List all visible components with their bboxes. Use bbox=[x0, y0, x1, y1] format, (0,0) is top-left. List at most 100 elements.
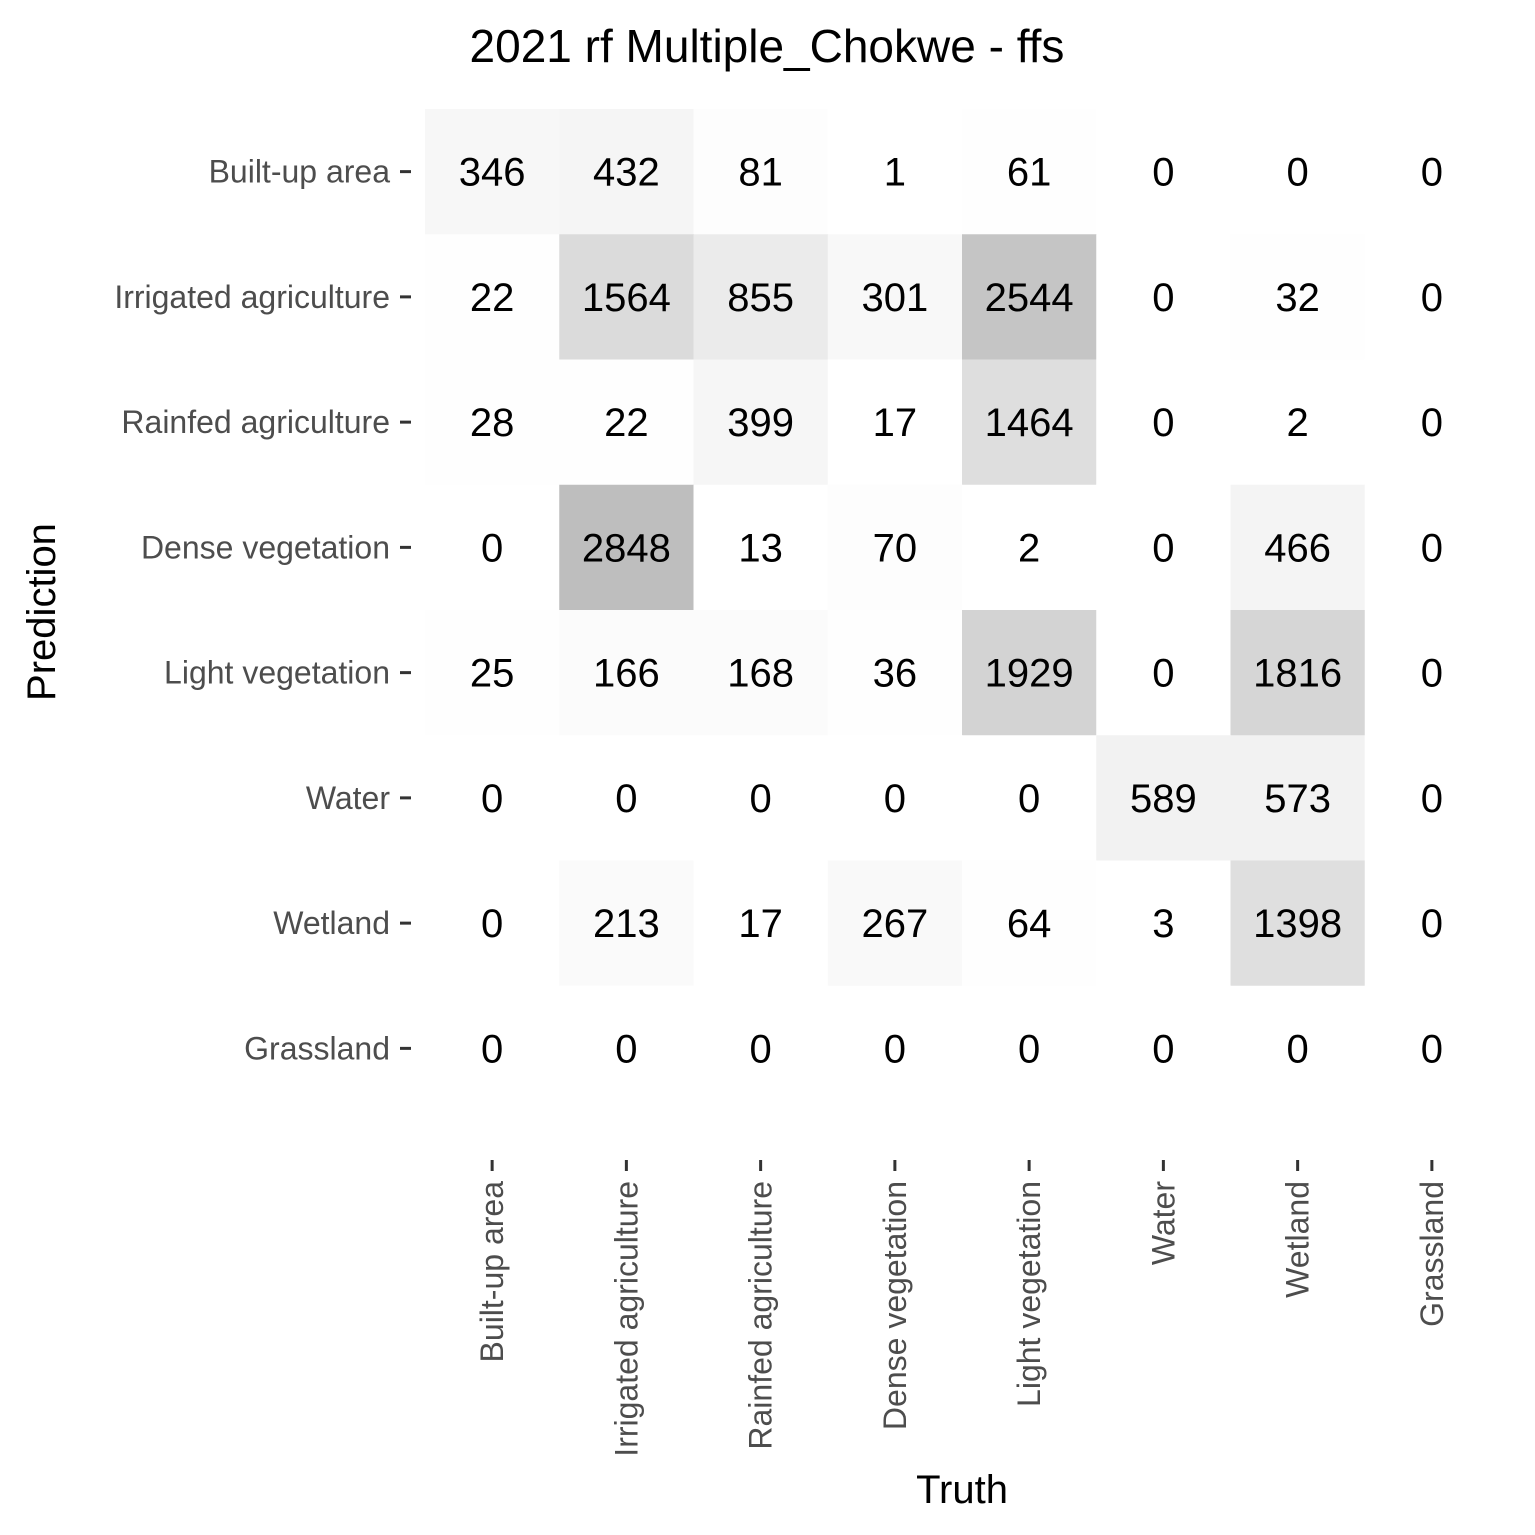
cell-value-label: 0 bbox=[481, 902, 503, 946]
cell-value-label: 0 bbox=[884, 1027, 906, 1071]
heatmap-cell bbox=[693, 985, 829, 1112]
heatmap-cell bbox=[1230, 234, 1366, 360]
cell-value-label: 573 bbox=[1264, 777, 1331, 821]
heatmap-cell bbox=[559, 359, 694, 486]
cell-value-label: 61 bbox=[1007, 151, 1052, 195]
heatmap-cell bbox=[1230, 735, 1366, 861]
heatmap-cell bbox=[425, 109, 560, 235]
cell-value-label: 213 bbox=[593, 902, 660, 946]
cell-value-label: 166 bbox=[593, 652, 660, 696]
heatmap-cell bbox=[1364, 484, 1500, 611]
cell-value-label: 0 bbox=[1018, 1027, 1040, 1071]
heatmap-cell bbox=[827, 359, 963, 486]
heatmap-cell bbox=[1230, 109, 1366, 235]
cell-value-label: 64 bbox=[1007, 902, 1052, 946]
chart-title: 2021 rf Multiple_Chokwe - ffs bbox=[470, 20, 1065, 72]
cell-value-label: 0 bbox=[1421, 151, 1443, 195]
heatmap-cell bbox=[1096, 985, 1231, 1112]
cell-value-label: 301 bbox=[862, 276, 929, 320]
cell-value-label: 36 bbox=[873, 652, 918, 696]
cell-value-label: 0 bbox=[1421, 276, 1443, 320]
x-axis-title: Truth bbox=[916, 1468, 1008, 1512]
heatmap-cell bbox=[425, 359, 560, 486]
heatmap-cell bbox=[827, 234, 963, 360]
cell-value-label: 0 bbox=[1018, 777, 1040, 821]
cell-value-label: 0 bbox=[750, 777, 772, 821]
heatmap-cell bbox=[693, 735, 829, 861]
heatmap-cell bbox=[827, 109, 963, 235]
heatmap-cell bbox=[425, 985, 560, 1112]
heatmap-cell bbox=[693, 234, 829, 360]
heatmap-cell bbox=[1096, 109, 1231, 235]
cell-value-label: 0 bbox=[1421, 902, 1443, 946]
cell-value-label: 22 bbox=[604, 401, 649, 445]
cell-value-label: 0 bbox=[1152, 151, 1174, 195]
cell-value-label: 0 bbox=[1421, 777, 1443, 821]
y-tick-label-light-vegetation: Light vegetation bbox=[164, 655, 390, 691]
x-tick-label-wetland: Wetland bbox=[1280, 1181, 1316, 1298]
heatmap-cell bbox=[827, 610, 963, 736]
cell-value-label: 0 bbox=[481, 526, 503, 570]
cell-value-label: 81 bbox=[738, 151, 783, 195]
heatmap-cell bbox=[1364, 234, 1500, 360]
heatmap-cell bbox=[1364, 860, 1500, 987]
heatmap-cell bbox=[962, 735, 1097, 861]
cell-value-label: 0 bbox=[481, 777, 503, 821]
cell-value-label: 1 bbox=[884, 151, 906, 195]
x-tick-label-dense-vegetation: Dense vegetation bbox=[877, 1181, 913, 1430]
heatmap-cell bbox=[962, 234, 1097, 360]
heatmap-cell bbox=[425, 484, 560, 611]
cell-value-label: 0 bbox=[1152, 652, 1174, 696]
cell-value-label: 13 bbox=[738, 526, 783, 570]
cell-value-label: 70 bbox=[873, 526, 918, 570]
y-tick-label-wetland: Wetland bbox=[273, 905, 390, 941]
heatmap-cell bbox=[827, 985, 963, 1112]
heatmap-cell bbox=[1364, 109, 1500, 235]
cell-value-label: 432 bbox=[593, 151, 660, 195]
cell-value-label: 22 bbox=[470, 276, 515, 320]
cell-value-label: 25 bbox=[470, 652, 515, 696]
heatmap-cell bbox=[962, 109, 1097, 235]
y-tick-label-rainfed-agriculture: Rainfed agriculture bbox=[121, 404, 390, 440]
heatmap-cell bbox=[693, 484, 829, 611]
heatmap-cell bbox=[693, 109, 829, 235]
heatmap-cell bbox=[1230, 985, 1366, 1112]
heatmap-cell bbox=[1096, 735, 1231, 861]
heatmap-cell bbox=[1096, 860, 1231, 987]
x-tick-label-light-vegetation: Light vegetation bbox=[1011, 1181, 1047, 1407]
cell-value-label: 0 bbox=[615, 1027, 637, 1071]
heatmap-cell bbox=[827, 860, 963, 987]
heatmap-cell bbox=[693, 359, 829, 486]
heatmap-cell bbox=[1230, 610, 1366, 736]
cell-value-label: 28 bbox=[470, 401, 515, 445]
heatmap-cell bbox=[962, 359, 1097, 486]
cell-value-label: 1398 bbox=[1253, 902, 1342, 946]
cell-value-label: 1929 bbox=[985, 652, 1074, 696]
heatmap-cell bbox=[559, 860, 694, 987]
y-tick-label-grassland: Grassland bbox=[244, 1030, 390, 1066]
y-tick-label-irrigated-agriculture: Irrigated agriculture bbox=[114, 279, 390, 315]
x-tick-label-irrigated-agriculture: Irrigated agriculture bbox=[608, 1181, 644, 1457]
cell-value-label: 346 bbox=[459, 151, 526, 195]
heatmap-cell bbox=[425, 234, 560, 360]
heatmap-cell bbox=[1096, 234, 1231, 360]
cell-value-label: 466 bbox=[1264, 526, 1331, 570]
heatmap-cell bbox=[559, 610, 694, 736]
heatmap-cell bbox=[559, 985, 694, 1112]
heatmap-cell bbox=[559, 234, 694, 360]
heatmap-cell bbox=[962, 985, 1097, 1112]
heatmap-cells bbox=[425, 109, 1500, 1112]
heatmap-cell bbox=[425, 735, 560, 861]
heatmap-cell bbox=[1096, 610, 1231, 736]
heatmap-cell bbox=[559, 484, 694, 611]
cell-value-label: 1564 bbox=[582, 276, 671, 320]
cell-value-label: 0 bbox=[1287, 151, 1309, 195]
heatmap-cell bbox=[559, 109, 694, 235]
heatmap-cell bbox=[1364, 985, 1500, 1112]
y-tick-label-dense-vegetation: Dense vegetation bbox=[141, 529, 390, 565]
heatmap-cell bbox=[962, 610, 1097, 736]
y-axis-title: Prediction bbox=[20, 523, 64, 701]
cell-value-label: 0 bbox=[1421, 526, 1443, 570]
cell-value-label: 0 bbox=[615, 777, 637, 821]
